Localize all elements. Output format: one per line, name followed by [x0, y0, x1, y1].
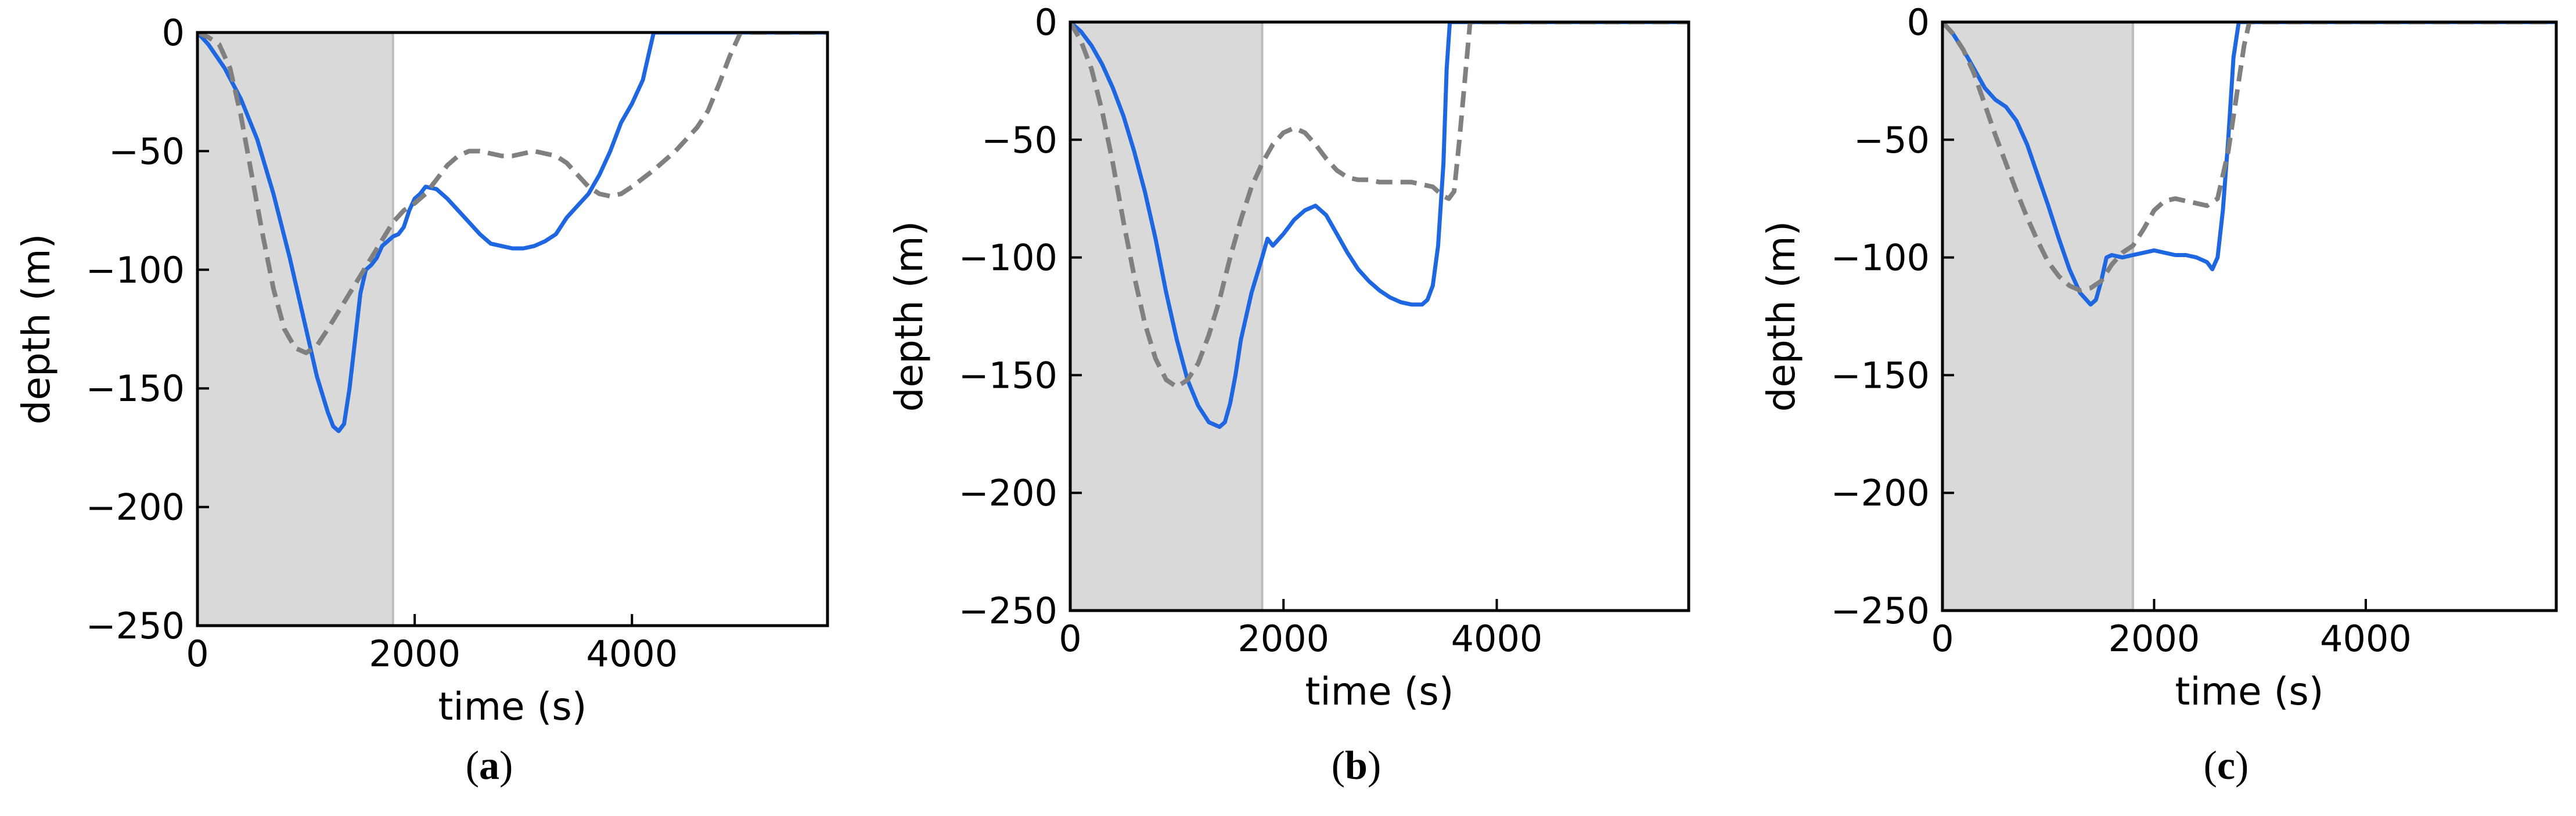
y-tick-label: −150: [959, 354, 1057, 396]
y-tick-label: −50: [109, 130, 185, 172]
panel-label-close: ): [2235, 743, 2248, 788]
y-axis-label: depth (m): [1759, 221, 1804, 412]
panel-label: (b): [1332, 743, 1381, 788]
plot-frame: [1068, 20, 1690, 612]
shaded-region: [1070, 22, 1262, 611]
y-tick-label: −50: [981, 119, 1057, 161]
panel-label: (c): [2204, 743, 2249, 788]
y-tick-label: −100: [959, 237, 1057, 279]
panel-c: 0 2000 4000 0 −50 −100 −150 −200 −250 time (s) dep…: [1759, 1, 2558, 788]
x-tick-label: 2000: [369, 633, 460, 675]
panel-label-open: (: [466, 743, 479, 788]
y-tick-label: −100: [1831, 237, 1930, 279]
panel-label-letter: a: [479, 743, 499, 788]
y-tick-label: −200: [1831, 472, 1930, 514]
solid-series-line: [1070, 22, 1689, 429]
solid-series-line: [1942, 22, 2556, 307]
plot-frame: [1941, 20, 2558, 612]
y-tick-label: −200: [959, 472, 1057, 514]
y-tick-label: 0: [162, 12, 185, 54]
y-tick-label: −150: [1831, 354, 1930, 396]
x-axis-label: time (s): [2175, 669, 2324, 714]
x-tick-label: 0: [186, 633, 208, 675]
y-tick-label: −50: [1854, 119, 1930, 161]
panel-label-close: ): [1368, 743, 1381, 788]
plot-frame: [196, 31, 829, 627]
x-tick-label: 0: [1931, 618, 1953, 660]
y-axis-label: depth (m): [887, 221, 931, 412]
panel-label: (a): [466, 743, 513, 788]
panel-label-letter: b: [1345, 743, 1368, 788]
shaded-region: [1942, 22, 2134, 611]
x-tick-label: 2000: [2109, 618, 2200, 660]
dashed-series-line: [197, 33, 828, 355]
y-tick-label: 0: [1907, 1, 1930, 44]
y-tick-label: −250: [1831, 590, 1930, 632]
y-tick-label: −250: [959, 590, 1057, 632]
panel-b: 0 2000 4000 0 −50 −100 −150 −200 −250 time (s) dep…: [887, 1, 1690, 788]
x-axis-label: time (s): [1305, 669, 1454, 714]
x-axis-label: time (s): [438, 684, 587, 729]
y-tick-label: 0: [1035, 1, 1057, 44]
x-tick-label: 2000: [1237, 618, 1329, 660]
panel-label-open: (: [1332, 743, 1345, 788]
y-tick-label: −100: [86, 249, 185, 291]
dashed-series-line: [1070, 22, 1689, 389]
shaded-region: [197, 33, 393, 626]
x-tick-label: 4000: [2320, 618, 2412, 660]
y-tick-label: −200: [86, 486, 185, 529]
x-tick-label: 0: [1059, 618, 1081, 660]
panel-label-open: (: [2204, 743, 2217, 788]
x-tick-label: 4000: [586, 633, 678, 675]
y-tick-label: −150: [86, 367, 185, 410]
y-axis-label: depth (m): [14, 234, 59, 425]
y-tick-label: −250: [86, 605, 185, 647]
x-tick-label: 4000: [1451, 618, 1543, 660]
panel-label-letter: c: [2217, 743, 2235, 788]
dashed-series-line: [1942, 22, 2556, 293]
panel-a: 0 2000 4000 0 −50 −100 −150 −200 −250 time (s) dep…: [14, 12, 829, 788]
panel-label-close: ): [499, 743, 513, 788]
